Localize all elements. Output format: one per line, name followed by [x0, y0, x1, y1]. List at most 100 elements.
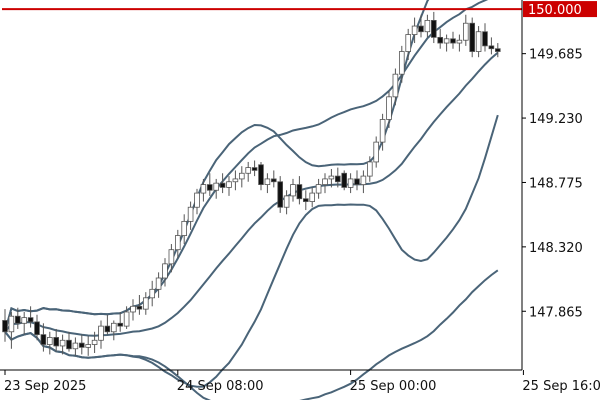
candle — [194, 188, 200, 215]
candle-body — [469, 22, 475, 52]
candle-body — [2, 320, 8, 333]
candle — [72, 337, 79, 356]
candle — [450, 31, 456, 49]
candle — [462, 14, 469, 46]
band-lower — [4, 114, 499, 388]
candle — [475, 26, 482, 58]
candle-body — [174, 235, 181, 251]
y-tick-label: 147.865 — [529, 305, 583, 320]
candle — [104, 314, 111, 335]
candle-body — [398, 51, 405, 75]
candle — [341, 170, 347, 191]
candle-body — [168, 249, 175, 265]
candle — [386, 91, 392, 128]
candle-body — [443, 38, 450, 44]
candle — [309, 187, 315, 208]
candle — [418, 14, 424, 38]
candle-body — [117, 322, 124, 327]
candle-body — [430, 19, 437, 38]
candle-body — [72, 342, 79, 350]
candle-body — [142, 297, 149, 310]
candle-body — [40, 334, 47, 345]
y-tick-label: 148.775 — [529, 176, 583, 191]
y-tick-label: 149.685 — [529, 48, 583, 63]
candle-body — [290, 184, 296, 197]
candle — [488, 37, 495, 55]
band-upper-2 — [4, 0, 489, 333]
candle-body — [328, 175, 335, 180]
candle-body — [59, 339, 66, 347]
candle-body — [450, 38, 456, 44]
candle-body — [366, 161, 373, 177]
candle — [40, 323, 47, 352]
candle-body — [111, 322, 117, 333]
candle — [27, 306, 34, 328]
candle-body — [424, 19, 431, 33]
y-tick-label: 148.320 — [529, 241, 583, 256]
candle — [142, 292, 149, 315]
candle-body — [456, 39, 463, 44]
candle-body — [379, 119, 386, 143]
candle — [347, 173, 354, 194]
candle — [219, 173, 226, 194]
candle — [264, 173, 271, 194]
candle-body — [104, 325, 111, 333]
candle — [136, 294, 143, 315]
candle — [174, 229, 181, 259]
candle — [430, 11, 437, 44]
candle — [494, 43, 501, 58]
candle — [424, 14, 431, 38]
candle-body — [283, 195, 290, 208]
candle — [283, 190, 290, 215]
candle — [21, 311, 27, 335]
candle-body — [411, 25, 418, 35]
band-upper — [4, 0, 430, 333]
candle — [366, 156, 373, 182]
candle-body — [315, 184, 322, 194]
candle — [379, 113, 386, 151]
candle-body — [494, 48, 501, 52]
candle-body — [341, 172, 347, 188]
candle-body — [475, 31, 482, 52]
candle — [149, 280, 156, 307]
candle — [245, 161, 252, 182]
candle-body — [245, 167, 252, 174]
price-level: 150.000 — [2, 1, 597, 18]
candle — [130, 299, 136, 321]
candle — [296, 176, 303, 205]
candle-body — [270, 178, 277, 183]
candle-body — [437, 36, 443, 44]
candle — [98, 320, 104, 349]
candle — [168, 244, 175, 273]
level-tag-label: 150.000 — [528, 3, 582, 18]
candle-body — [258, 164, 264, 185]
candle-body — [482, 31, 488, 47]
candle — [290, 178, 296, 202]
candle — [91, 331, 98, 354]
candle — [238, 166, 245, 188]
candle — [8, 311, 15, 349]
candle — [405, 28, 411, 61]
candle-body — [264, 178, 271, 185]
candle — [79, 334, 85, 355]
candle — [213, 178, 220, 199]
candle — [354, 170, 360, 191]
candle-body — [123, 311, 130, 327]
candle — [392, 68, 399, 106]
candle — [111, 320, 117, 341]
candle — [456, 34, 463, 52]
candle-body — [21, 317, 27, 324]
candle — [334, 167, 341, 188]
candle — [398, 45, 405, 83]
candle-body — [181, 220, 188, 236]
candle — [117, 311, 124, 332]
candle-body — [53, 337, 59, 347]
candle-body — [14, 315, 21, 324]
candle-body — [488, 45, 495, 50]
candle — [258, 161, 264, 191]
candle-body — [200, 184, 207, 194]
y-tick-label: 149.230 — [529, 112, 583, 127]
candle — [187, 201, 194, 230]
